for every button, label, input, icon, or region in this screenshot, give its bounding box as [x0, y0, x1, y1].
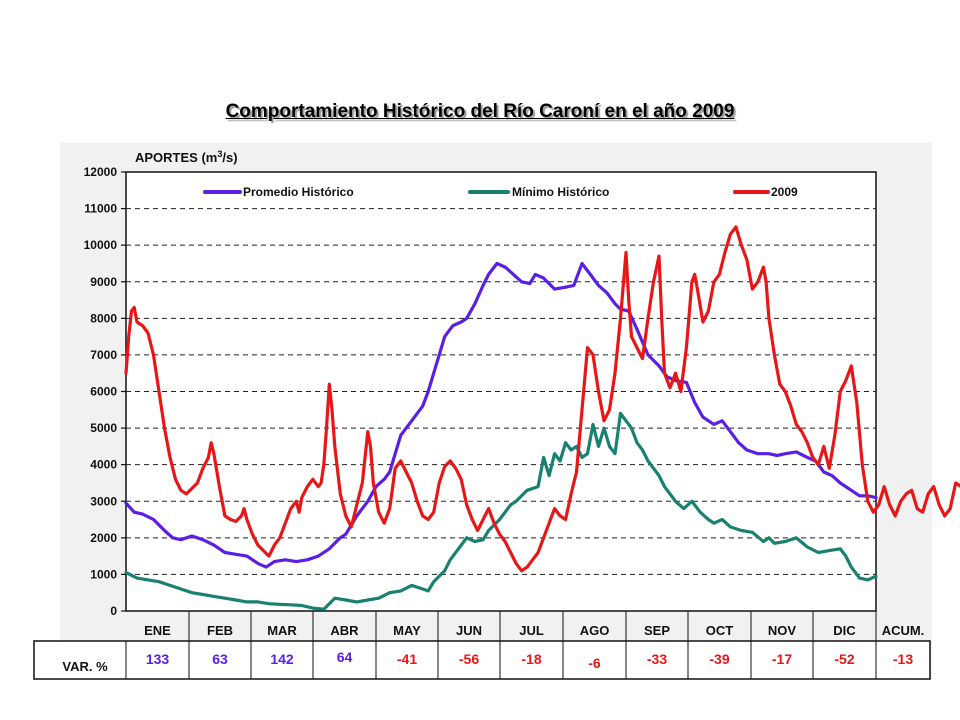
y-tick-label: 8000: [90, 311, 117, 325]
variation-value: -33: [647, 651, 667, 667]
series-line: [124, 411, 878, 611]
x-tick-label: SEP: [644, 623, 670, 638]
y-label-unit: /s): [222, 150, 237, 165]
variation-value: -6: [588, 655, 601, 671]
y-tick-label: 3000: [90, 494, 117, 508]
series-line: [124, 225, 960, 573]
legend: Promedio Histórico Mínimo Histórico 2009: [203, 185, 798, 199]
variation-value: -56: [459, 651, 479, 667]
variation-value: -52: [834, 651, 854, 667]
x-tick-label: DIC: [833, 623, 856, 638]
y-tick-label: 4000: [90, 458, 117, 472]
y-axis: 0 1000 2000 3000 4000 5000 6000 7000 8000 9000 100…: [84, 165, 126, 618]
series-group: [124, 225, 960, 611]
x-tick-label: ACUM.: [882, 623, 925, 638]
y-tick-label: 1000: [90, 567, 117, 581]
y-tick-label: 0: [110, 604, 117, 618]
variation-value: 142: [270, 651, 294, 667]
table-frame: [33, 640, 931, 680]
variation-table: VAR. % 133 63 142 64 -41 -56 -18 -6 -33 -39 -17 -52 -…: [33, 640, 931, 680]
variation-value: -13: [893, 651, 913, 667]
x-tick-label: OCT: [706, 623, 734, 638]
legend-label: Mínimo Histórico: [512, 185, 609, 199]
y-tick-label: 6000: [90, 385, 117, 399]
y-tick-label: 9000: [90, 275, 117, 289]
x-tick-label: JUN: [456, 623, 482, 638]
x-tick-label: ENE: [144, 623, 171, 638]
y-axis-label: APORTES (m3/s): [135, 149, 238, 165]
y-tick-label: 2000: [90, 531, 117, 545]
variation-value: 64: [337, 649, 353, 665]
variation-value: -17: [772, 651, 792, 667]
x-tick-label: MAY: [393, 623, 421, 638]
y-tick-label: 10000: [84, 238, 118, 252]
legend-label: 2009: [771, 185, 798, 199]
x-tick-label: MAR: [267, 623, 297, 638]
series-line: [124, 261, 878, 569]
y-tick-label: 12000: [84, 165, 118, 179]
y-tick-label: 5000: [90, 421, 117, 435]
y-label-main: APORTES (m: [135, 150, 217, 165]
variation-value: -39: [709, 651, 729, 667]
y-tick-label: 11000: [84, 202, 117, 216]
legend-label: Promedio Histórico: [243, 185, 354, 199]
chart-title: Comportamiento Histórico del Río Caroní …: [225, 101, 735, 122]
variation-value: 133: [146, 651, 170, 667]
variation-value: -41: [397, 651, 417, 667]
variation-value: 63: [212, 651, 228, 667]
table-row-label: VAR. %: [62, 659, 108, 674]
x-tick-label: JUL: [519, 623, 544, 638]
x-tick-label: FEB: [207, 623, 233, 638]
x-tick-label: NOV: [768, 623, 797, 638]
x-tick-label: AGO: [580, 623, 610, 638]
x-axis: ENE FEB MAR ABR MAY JUN JUL AGO SEP OCT NOV DIC ACUM…: [144, 611, 924, 641]
variation-value: -18: [521, 651, 541, 667]
y-tick-label: 7000: [90, 348, 117, 362]
y-label-superscript: 3: [217, 149, 222, 159]
x-tick-label: ABR: [330, 623, 359, 638]
